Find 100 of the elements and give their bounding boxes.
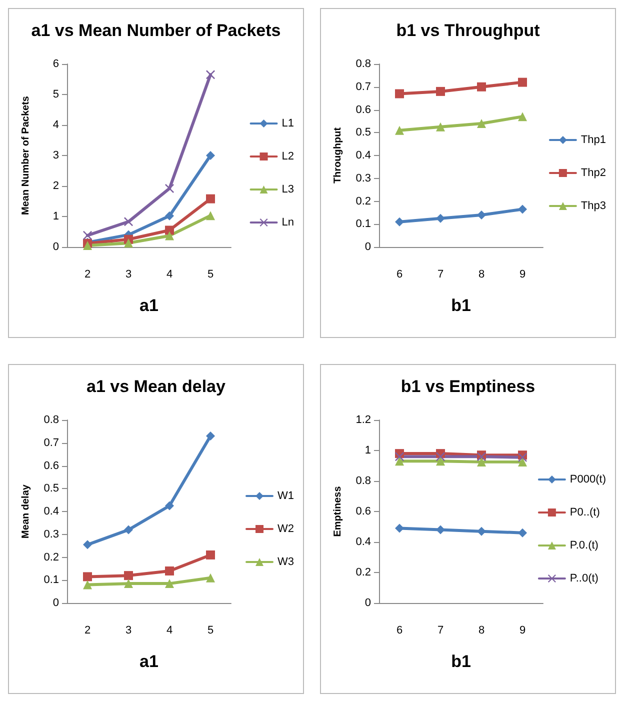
point: [395, 126, 404, 135]
legend-label: Ln: [282, 216, 294, 228]
x-tick-label: 4: [166, 624, 173, 636]
legend-label: W2: [278, 523, 294, 535]
point: [165, 211, 174, 220]
y-tick-label: 1: [52, 210, 59, 222]
point: [206, 550, 215, 560]
point: [206, 70, 215, 80]
point: [477, 210, 486, 220]
y-tick-label: 4: [52, 119, 59, 131]
y-tick-label: 0: [364, 241, 371, 253]
point: [83, 540, 92, 550]
y-tick-label: 0.4: [356, 536, 371, 548]
point: [124, 238, 133, 248]
x-tick-label: 2: [84, 268, 91, 280]
y-tick-label: 0: [364, 597, 371, 609]
x-tick-label: 9: [519, 268, 526, 280]
y-axis-title: Emptiness: [332, 486, 344, 537]
point: [477, 82, 486, 92]
legend-label: L3: [282, 184, 294, 196]
point: [395, 524, 404, 533]
point: [206, 573, 215, 582]
legend-label: P000(t): [570, 474, 606, 486]
point: [395, 456, 404, 466]
point: [124, 571, 133, 580]
y-axis-title: Mean Number of Packets: [20, 96, 32, 215]
point: [206, 151, 215, 160]
point: [477, 118, 486, 128]
point: [436, 214, 445, 223]
x-tick-label: 6: [396, 268, 403, 280]
y-tick-label: 0.6: [356, 506, 371, 518]
y-tick-label: 5: [52, 88, 59, 100]
y-tick-label: 0.4: [356, 150, 371, 162]
chart-title: b1 vs Emptiness: [400, 377, 536, 396]
y-tick-label: 0.2: [356, 566, 371, 578]
point: [518, 528, 527, 538]
point: [518, 78, 527, 87]
point: [518, 457, 527, 466]
y-tick-label: 0.8: [356, 475, 371, 487]
point: [436, 122, 445, 132]
y-tick-label: 0.7: [44, 436, 59, 449]
x-tick-label: 7: [437, 624, 444, 636]
point: [436, 456, 445, 466]
legend-label: W1: [278, 490, 294, 502]
x-tick-label: 6: [396, 624, 403, 636]
point: [165, 566, 174, 576]
point: [124, 525, 133, 534]
legend-label: L1: [282, 118, 294, 130]
y-tick-label: 0.4: [44, 506, 59, 518]
x-axis-title: a1: [140, 296, 158, 315]
y-tick-label: 0.6: [44, 460, 59, 472]
chart-title: b1 vs Throughput: [396, 21, 540, 40]
x-axis-title: b1: [451, 652, 471, 671]
y-axis-title: Mean delay: [20, 484, 32, 538]
chart-title: a1 vs Mean delay: [86, 377, 226, 396]
y-tick-label: 1: [364, 444, 371, 456]
x-tick-label: 7: [437, 268, 444, 280]
y-tick-label: 6: [52, 58, 59, 70]
x-tick-label: 4: [166, 268, 173, 280]
x-tick-label: 2: [84, 624, 91, 636]
y-tick-label: 0.7: [356, 80, 371, 93]
point: [518, 204, 527, 214]
y-tick-label: 3: [52, 150, 59, 162]
x-tick-label: 3: [125, 268, 132, 280]
x-axis-title: b1: [451, 296, 471, 315]
point: [206, 432, 215, 441]
point: [518, 112, 527, 122]
y-tick-label: 0.2: [44, 551, 59, 564]
point: [165, 579, 174, 588]
y-tick-label: 0.8: [356, 58, 371, 70]
legend-label: Thp3: [580, 200, 606, 212]
point: [206, 194, 215, 204]
y-tick-label: 0.6: [356, 104, 371, 116]
x-axis-title: a1: [140, 652, 158, 671]
point: [83, 572, 92, 582]
y-tick-label: 0.2: [356, 195, 371, 208]
x-tick-label: 5: [207, 268, 214, 280]
chart-title: a1 vs Mean Number of Packets: [31, 21, 281, 40]
x-tick-label: 3: [125, 624, 132, 636]
legend-label: P0..(t): [570, 506, 600, 518]
y-axis-title: Throughput: [332, 126, 344, 184]
legend-label: L2: [282, 150, 294, 162]
point: [436, 525, 445, 534]
legend-label: W3: [278, 556, 294, 568]
x-tick-label: 5: [207, 624, 214, 636]
y-tick-label: 0.1: [44, 574, 59, 586]
legend-label: P..0(t): [570, 572, 598, 584]
legend-label: Thp2: [580, 167, 606, 179]
point: [165, 226, 174, 235]
x-tick-label: 9: [519, 624, 526, 636]
y-tick-label: 0.8: [44, 414, 59, 426]
point: [436, 86, 445, 96]
point: [395, 89, 404, 98]
x-tick-label: 8: [478, 268, 485, 280]
y-tick-label: 1.2: [356, 414, 371, 426]
point: [124, 579, 133, 588]
y-tick-label: 0.5: [44, 482, 59, 495]
y-tick-label: 0: [52, 241, 59, 253]
point: [165, 501, 174, 510]
point: [395, 217, 404, 226]
